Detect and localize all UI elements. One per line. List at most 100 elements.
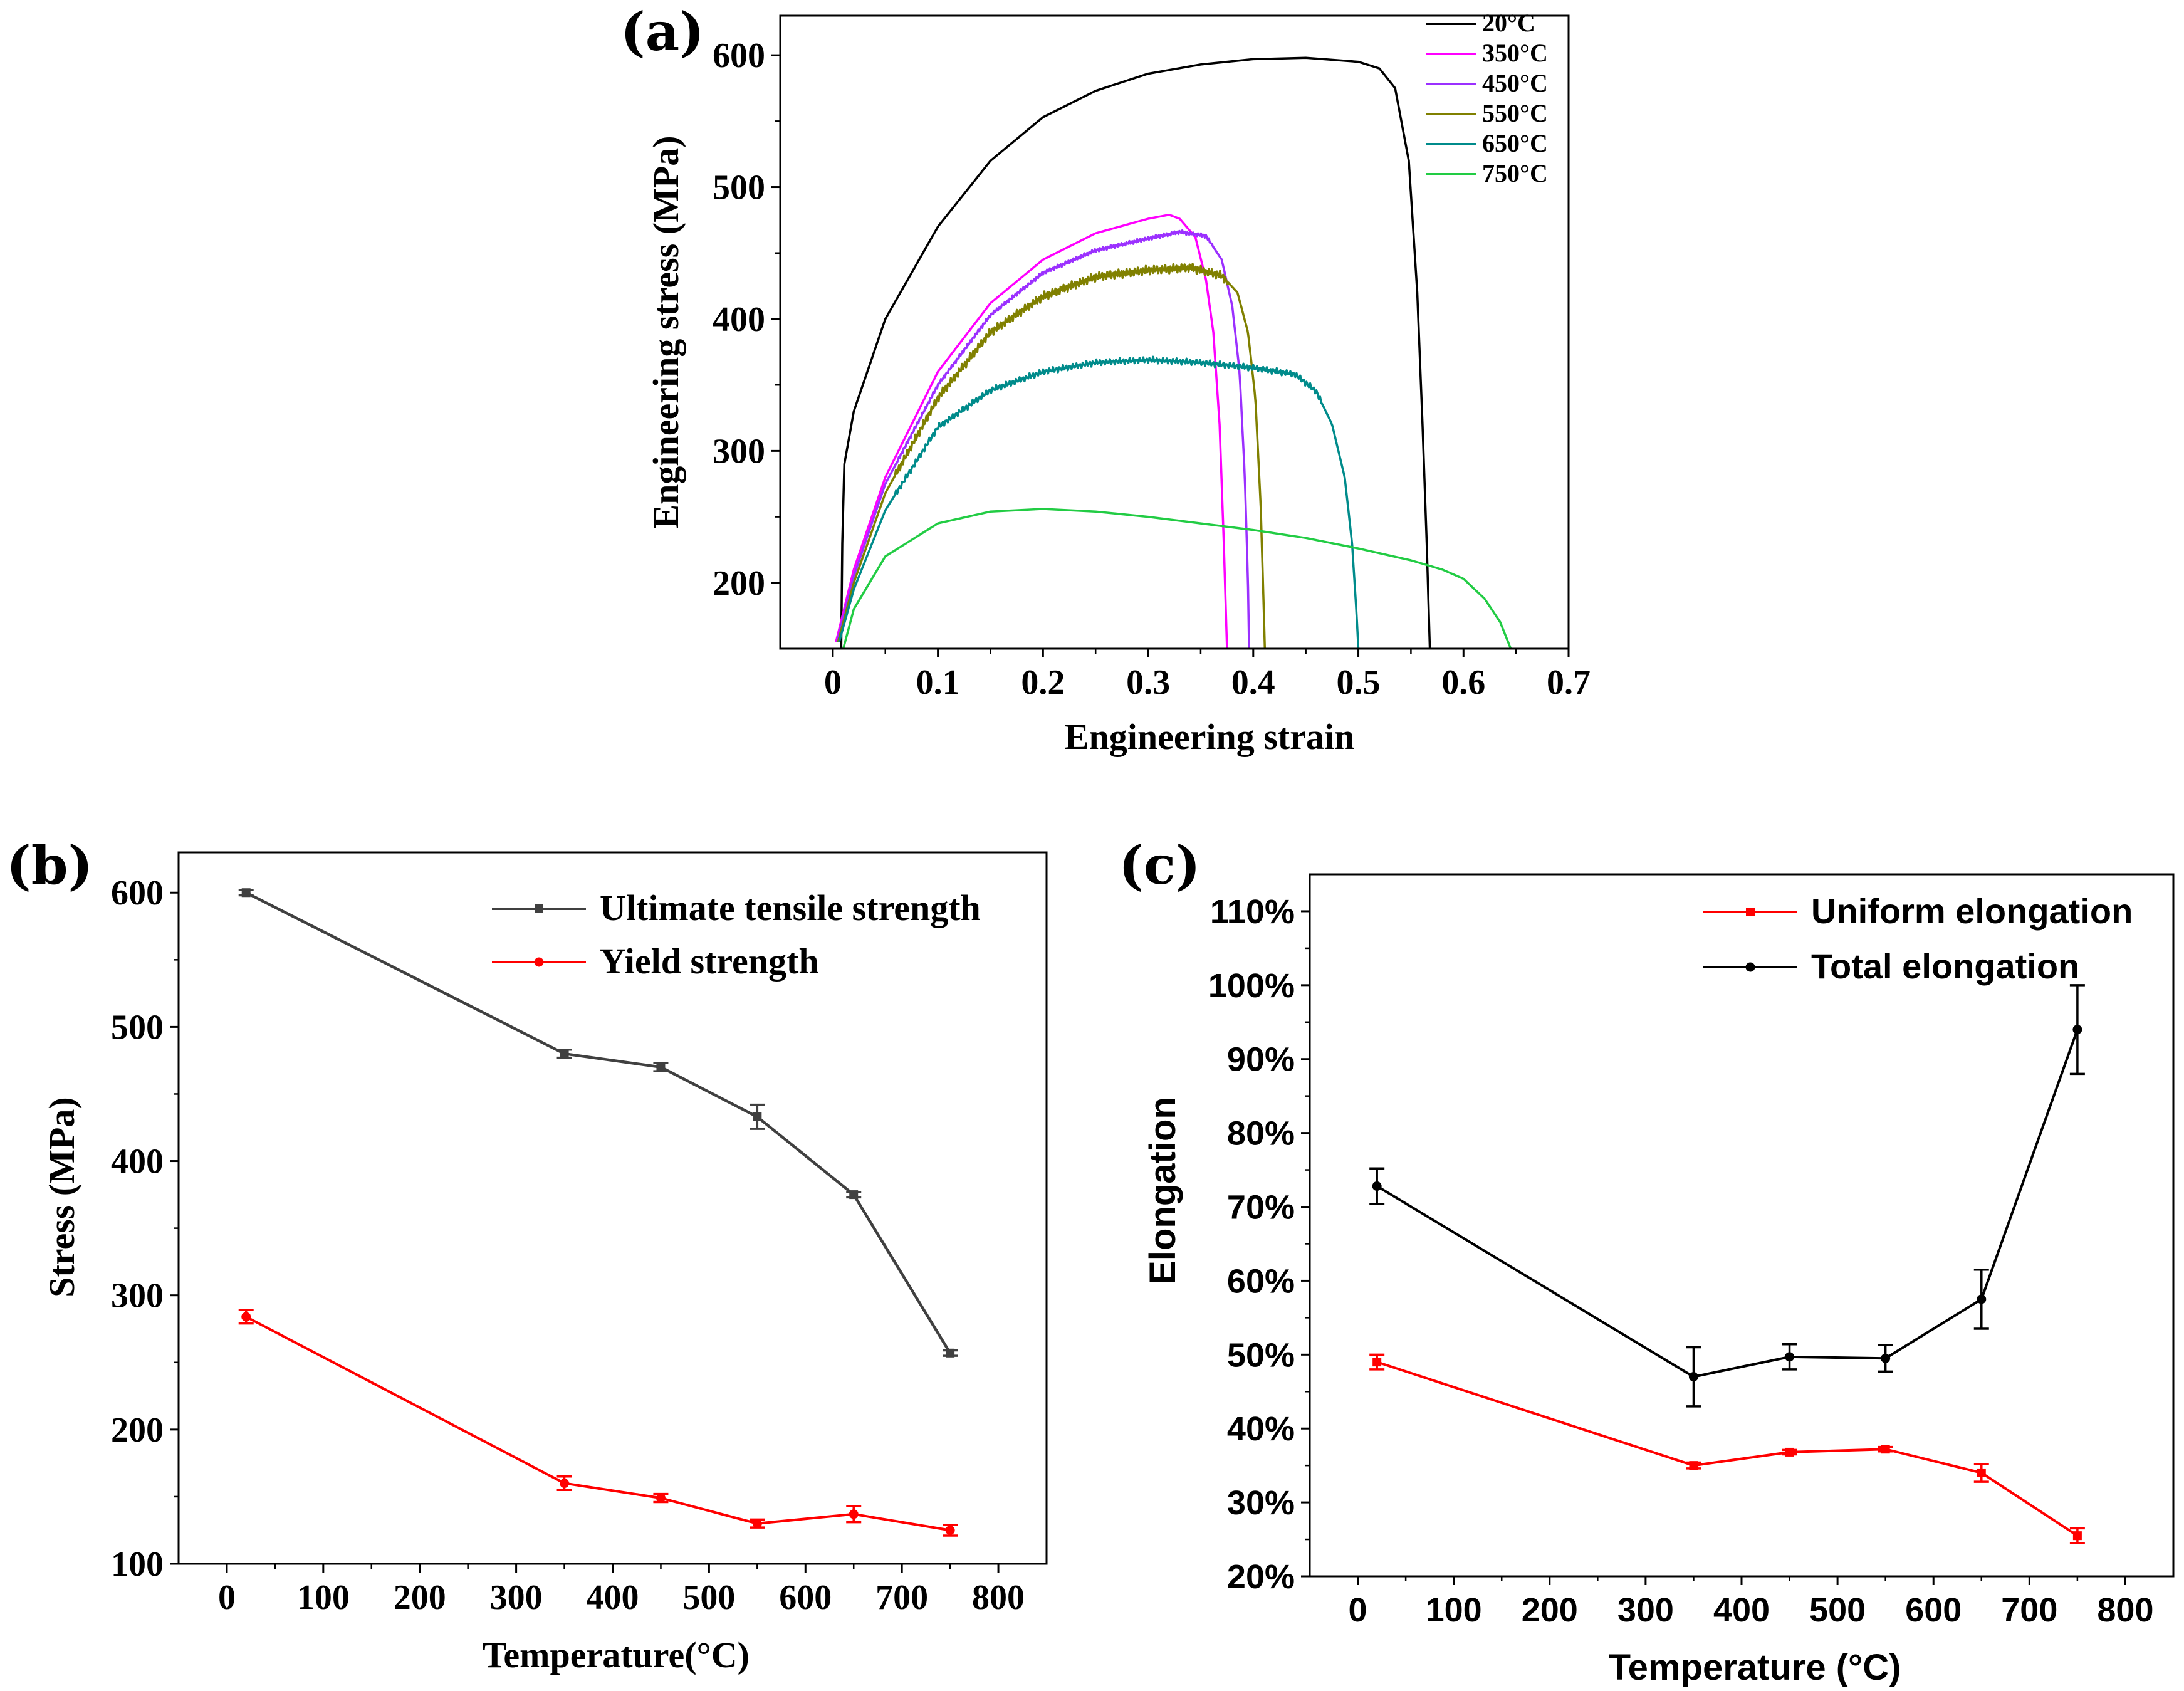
panel-c-series-line xyxy=(1376,1361,2078,1537)
panel-a-xtick-label: 0.7 xyxy=(1547,663,1591,702)
panel-c-ytick-label: 80% xyxy=(1227,1115,1295,1153)
panel-c-point xyxy=(1977,1468,1986,1477)
panel-a-xtick-label: 0.3 xyxy=(1126,663,1170,702)
panel-c-ytick-label: 60% xyxy=(1227,1262,1295,1300)
panel-a-ytick-label: 200 xyxy=(713,564,765,603)
panel-b-series-line xyxy=(245,891,952,1354)
legend-label: 750°C xyxy=(1482,159,1548,187)
panel-c-ytick-label: 110% xyxy=(1210,893,1295,931)
panel-c-series-line xyxy=(1376,1029,2079,1378)
panel-b-label: (b) xyxy=(6,834,93,896)
panel-b-ylabel: Stress (MPa) xyxy=(41,1097,82,1297)
panel-c-xtick-label: 0 xyxy=(1349,1591,1367,1629)
panel-c-xtick-label: 200 xyxy=(1522,1591,1578,1629)
panel-c-point xyxy=(1881,1445,1890,1454)
panel-a-label: (a) xyxy=(620,1,704,63)
panel-c-xtick-label: 400 xyxy=(1713,1591,1770,1629)
panel-b-legend: Ultimate tensile strength Yield strength xyxy=(492,887,981,982)
panel-b-series-0 xyxy=(238,888,958,1358)
legend-label: 350°C xyxy=(1482,39,1548,67)
panel-c-ytick-label: 100% xyxy=(1208,967,1295,1005)
panel-b-xtick-label: 800 xyxy=(972,1578,1025,1617)
panel-b-point xyxy=(849,1509,859,1519)
panel-b-point xyxy=(656,1493,666,1503)
panel-c-legend-label: Total elongation xyxy=(1811,946,2079,986)
panel-b-legend-marker xyxy=(534,957,544,967)
panel-c-legend-label: Uniform elongation xyxy=(1811,891,2133,931)
panel-c-xtick-label: 500 xyxy=(1809,1591,1866,1629)
panel-c-ytick-label: 70% xyxy=(1227,1189,1295,1227)
panel-b-point xyxy=(560,1049,569,1059)
curve-550C xyxy=(837,263,1267,649)
panel-b-point xyxy=(753,1112,762,1121)
panel-a-ytick-label: 600 xyxy=(713,36,765,75)
panel-b: (b) 0 100 200 300 400 500 600 700 800 100 200 300 40… xyxy=(6,834,1048,1675)
panel-b-xtick-label: 300 xyxy=(490,1578,543,1617)
panel-a-axes: 0 0.1 0.2 0.3 0.4 0.5 0.6 0.7 200 300 400 500 600 xyxy=(713,36,1591,702)
panel-c-point xyxy=(1688,1372,1698,1382)
panel-c-point xyxy=(2072,1025,2082,1035)
panel-b-point xyxy=(656,1062,666,1072)
panel-c-point xyxy=(1372,1358,1382,1367)
panel-a-xlabel: Engineering strain xyxy=(1065,716,1354,757)
panel-b-xtick-label: 0 xyxy=(218,1578,236,1617)
panel-b-xtick-label: 200 xyxy=(394,1578,446,1617)
panel-b-point xyxy=(560,1479,570,1489)
panel-c-ytick-label: 90% xyxy=(1227,1041,1295,1079)
panel-a-xtick-label: 0 xyxy=(824,663,842,702)
panel-c-xtick-label: 600 xyxy=(1905,1591,1962,1629)
panel-c: (c) 0 100 200 300 400 500 600 700 800 20% 30% 40% 50… xyxy=(1119,834,2175,1688)
panel-c-xlabel: Temperature (°C) xyxy=(1609,1647,1901,1688)
panel-c-series-0 xyxy=(1369,1353,2085,1544)
panel-a-ytick-label: 300 xyxy=(713,432,765,471)
panel-b-xtick-label: 700 xyxy=(875,1578,928,1617)
panel-c-ytick-label: 50% xyxy=(1227,1336,1295,1374)
panel-c-legend: Uniform elongation Total elongation xyxy=(1703,891,2133,986)
panel-c-point xyxy=(1881,1353,1891,1363)
panel-a: (a) 0 0.1 0.2 0.3 0.4 0.5 0.6 0.7 200 300 400 500 60… xyxy=(620,1,1591,757)
panel-a-xtick-label: 0.2 xyxy=(1021,663,1065,702)
panel-b-series-line xyxy=(245,1316,951,1532)
panel-c-plot-area xyxy=(1369,984,2085,1544)
panel-a-ytick-label: 400 xyxy=(713,300,765,339)
panel-a-xtick-label: 0.5 xyxy=(1337,663,1381,702)
panel-c-xtick-label: 700 xyxy=(2001,1591,2057,1629)
panel-b-legend-label: Ultimate tensile strength xyxy=(600,887,981,928)
legend-label: 550°C xyxy=(1482,99,1548,127)
panel-b-ytick-label: 600 xyxy=(111,874,164,913)
panel-c-legend-marker xyxy=(1746,908,1755,916)
panel-c-ytick-label: 40% xyxy=(1227,1410,1295,1448)
legend-label: 450°C xyxy=(1482,69,1548,97)
panel-b-ytick-label: 200 xyxy=(111,1411,164,1450)
panel-c-legend-marker xyxy=(1745,962,1755,972)
panel-c-point xyxy=(1785,1447,1794,1457)
panel-b-legend-label: Yield strength xyxy=(600,941,819,982)
curve-350C xyxy=(835,213,1228,649)
panel-a-xtick-label: 0.1 xyxy=(916,663,960,702)
panel-c-point xyxy=(1977,1294,1987,1304)
panel-c-ytick-label: 30% xyxy=(1227,1484,1295,1522)
panel-b-point xyxy=(752,1519,762,1529)
panel-b-axes: 0 100 200 300 400 500 600 700 800 100 200 300 400 500… xyxy=(111,874,1025,1617)
curve-450C xyxy=(835,229,1250,649)
panel-c-ylabel: Elongation xyxy=(1142,1097,1183,1285)
panel-b-ytick-label: 300 xyxy=(111,1277,164,1316)
curve-20C xyxy=(840,56,1431,649)
panel-a-xtick-label: 0.6 xyxy=(1441,663,1485,702)
panel-b-point xyxy=(945,1525,955,1535)
panel-b-point xyxy=(241,1312,251,1322)
legend-label: 650°C xyxy=(1482,129,1548,157)
panel-b-plot-area xyxy=(238,888,958,1537)
panel-b-xtick-label: 600 xyxy=(779,1578,832,1617)
panel-c-axes: 0 100 200 300 400 500 600 700 800 20% 30% 40% 50% 60%… xyxy=(1208,893,2154,1629)
panel-a-plot-area xyxy=(835,56,1512,649)
panel-c-point xyxy=(1372,1181,1382,1191)
panel-b-ytick-label: 100 xyxy=(111,1545,164,1584)
panel-b-xtick-label: 100 xyxy=(297,1578,350,1617)
panel-b-xtick-label: 400 xyxy=(587,1578,639,1617)
panel-c-xtick-label: 800 xyxy=(2097,1591,2153,1629)
panel-b-series-1 xyxy=(238,1309,958,1537)
panel-c-xtick-label: 100 xyxy=(1426,1591,1482,1629)
